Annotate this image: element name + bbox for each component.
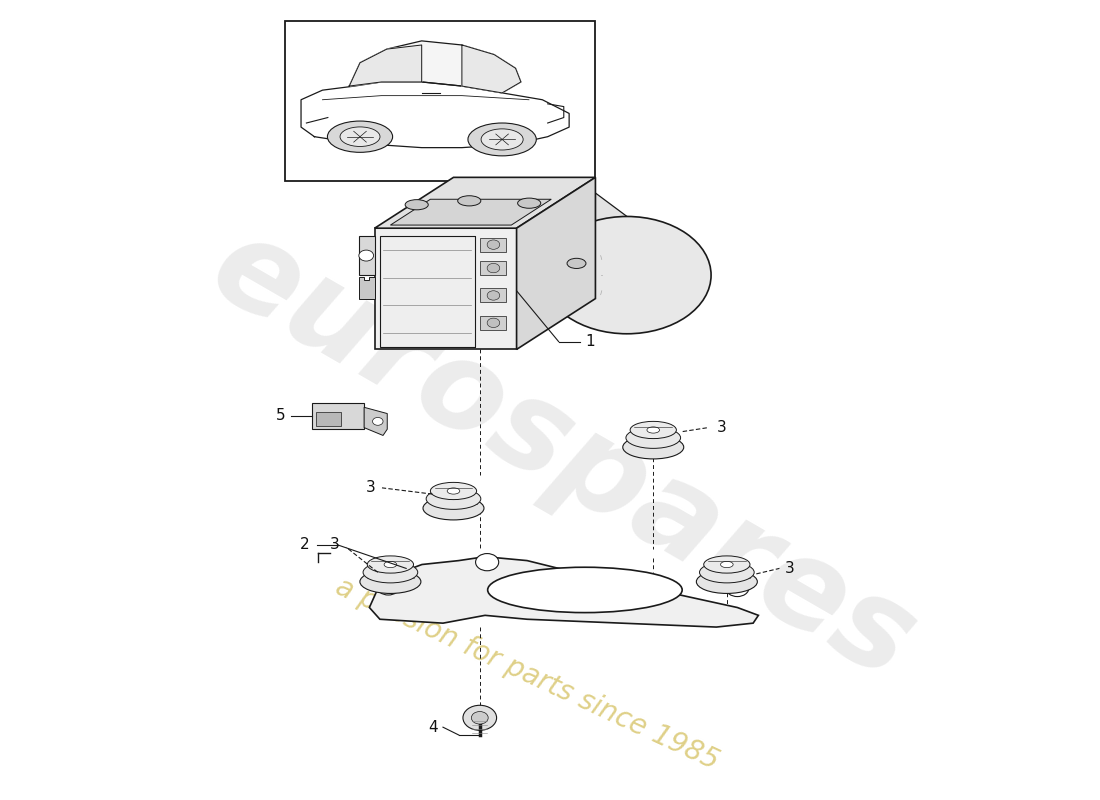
- Polygon shape: [375, 178, 595, 228]
- Ellipse shape: [384, 562, 397, 568]
- Ellipse shape: [487, 567, 682, 613]
- Ellipse shape: [700, 562, 755, 583]
- Polygon shape: [462, 45, 521, 93]
- Polygon shape: [370, 557, 758, 627]
- Ellipse shape: [481, 129, 524, 150]
- Text: 3: 3: [716, 420, 726, 435]
- Text: 3: 3: [366, 480, 376, 495]
- Polygon shape: [517, 178, 595, 350]
- Polygon shape: [390, 199, 551, 225]
- Ellipse shape: [623, 435, 684, 459]
- Ellipse shape: [696, 570, 757, 594]
- Circle shape: [463, 706, 496, 730]
- Bar: [285, 21, 595, 182]
- Circle shape: [487, 240, 499, 250]
- Circle shape: [472, 711, 488, 724]
- Circle shape: [376, 578, 400, 595]
- Ellipse shape: [630, 422, 676, 438]
- Ellipse shape: [367, 556, 414, 573]
- Text: 1: 1: [585, 334, 594, 349]
- Ellipse shape: [363, 562, 418, 583]
- Polygon shape: [359, 236, 375, 275]
- Text: eurospares: eurospares: [190, 205, 935, 705]
- Ellipse shape: [426, 488, 481, 510]
- Ellipse shape: [328, 121, 393, 152]
- Polygon shape: [595, 193, 627, 334]
- Bar: [316, 412, 341, 426]
- Ellipse shape: [360, 570, 421, 594]
- Circle shape: [487, 290, 499, 300]
- Circle shape: [475, 554, 498, 570]
- Bar: [311, 402, 364, 429]
- Ellipse shape: [647, 427, 660, 433]
- Polygon shape: [350, 45, 421, 86]
- Circle shape: [373, 418, 383, 426]
- Ellipse shape: [424, 497, 484, 520]
- Circle shape: [487, 263, 499, 273]
- Ellipse shape: [405, 200, 428, 210]
- Ellipse shape: [566, 258, 586, 269]
- Bar: [379, 236, 474, 347]
- Bar: [480, 316, 506, 330]
- Ellipse shape: [430, 482, 476, 499]
- Ellipse shape: [543, 217, 711, 334]
- Text: a passion for parts since 1985: a passion for parts since 1985: [331, 573, 723, 775]
- Bar: [480, 289, 506, 302]
- Ellipse shape: [458, 196, 481, 206]
- Polygon shape: [364, 407, 387, 435]
- Circle shape: [487, 318, 499, 327]
- Ellipse shape: [720, 562, 734, 568]
- Circle shape: [726, 579, 749, 597]
- Circle shape: [359, 250, 374, 261]
- Ellipse shape: [448, 488, 460, 494]
- Text: 3: 3: [784, 561, 794, 576]
- Ellipse shape: [704, 556, 750, 573]
- Bar: [480, 238, 506, 252]
- Bar: [480, 261, 506, 275]
- Text: 2: 2: [300, 538, 309, 553]
- Polygon shape: [359, 277, 375, 298]
- Ellipse shape: [468, 123, 537, 156]
- Ellipse shape: [626, 427, 681, 448]
- Ellipse shape: [340, 127, 379, 146]
- Polygon shape: [375, 228, 517, 350]
- Polygon shape: [350, 41, 521, 93]
- Text: 5: 5: [276, 409, 285, 423]
- Ellipse shape: [518, 198, 541, 208]
- Text: 3: 3: [330, 538, 340, 553]
- Text: 4: 4: [428, 720, 438, 734]
